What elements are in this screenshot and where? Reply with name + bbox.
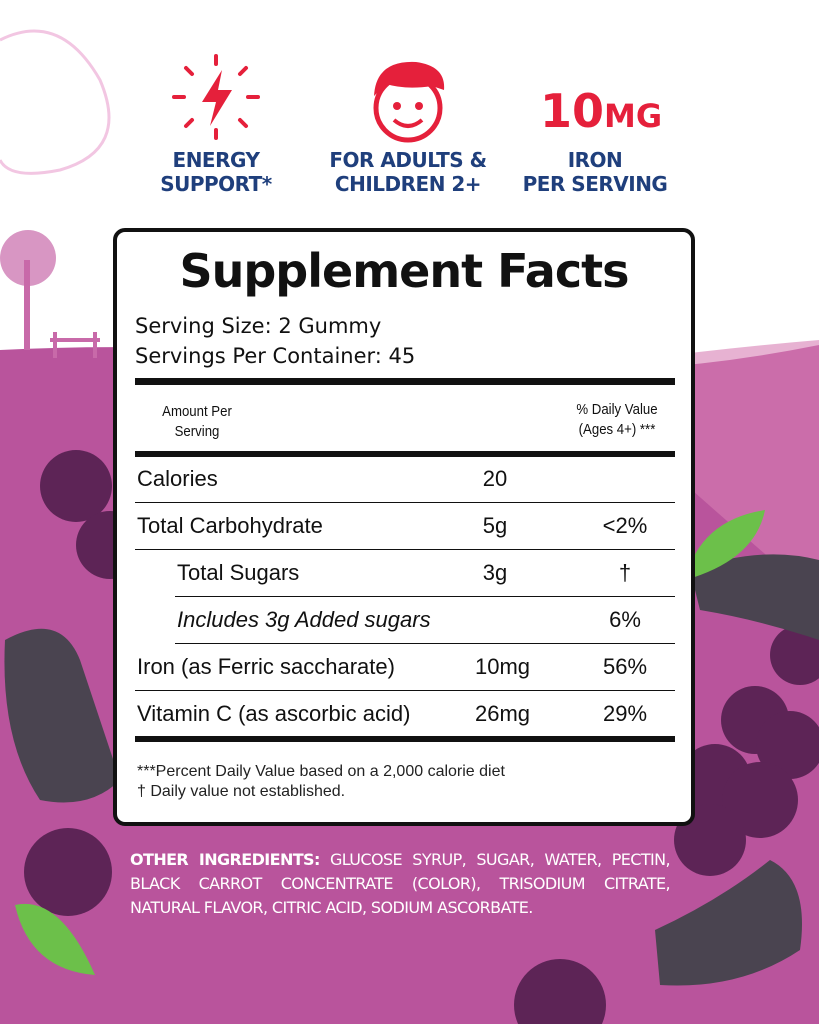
iron-amount: 10MG (540, 84, 663, 138)
ingredients-text: GLUCOSE SYRUP, SUGAR, WATER, PECTIN, BLA… (130, 850, 671, 917)
badge-adults-children: FOR ADULTS & CHILDREN 2+ (320, 148, 496, 196)
badge-line: IRON (567, 148, 623, 172)
nutrient-amount: 26mg (475, 701, 531, 726)
nutrient-name: Vitamin C (as ascorbic acid) (137, 701, 411, 726)
child-face-icon (366, 56, 450, 146)
grape-icon (24, 450, 819, 1024)
nutrient-dv: 6% (609, 607, 641, 632)
divider-thick (135, 378, 675, 385)
table-row: Includes 3g Added sugars 6% (175, 597, 675, 644)
nutrient-amount: 10mg (475, 654, 531, 679)
badge-line: SUPPORT* (160, 172, 272, 196)
nutrient-name: Total Carbohydrate (137, 513, 323, 538)
header-amount: Amount Per Serving (144, 402, 250, 442)
badge-line: CHILDREN 2+ (334, 172, 482, 196)
iron-unit: MG (604, 97, 663, 135)
header-line: (Ages 4+) *** (578, 421, 656, 438)
table-row: Total Sugars 3g † (175, 550, 675, 597)
table-row: Total Carbohydrate 5g <2% (135, 503, 675, 550)
nutrient-dv: † (618, 560, 632, 585)
bench-icon (50, 332, 100, 358)
leaf-icon (15, 510, 765, 975)
header-line: Serving (174, 423, 220, 440)
ingredients-label: OTHER INGREDIENTS: (130, 850, 320, 869)
nutrient-name: Includes 3g Added sugars (177, 607, 431, 632)
nutrient-name: Calories (137, 466, 218, 491)
nutrient-dv: <2% (602, 513, 648, 538)
divider-thick (135, 736, 675, 742)
other-ingredients: OTHER INGREDIENTS: GLUCOSE SYRUP, SUGAR,… (130, 848, 671, 920)
header-line: % Daily Value (576, 401, 658, 418)
tree-icon (0, 230, 56, 350)
header-line: Amount Per (162, 403, 232, 420)
supplement-facts-panel: Supplement Facts Serving Size: 2 Gummy S… (113, 228, 695, 826)
nutrient-amount: 3g (482, 560, 508, 585)
nutrient-amount: 5g (482, 513, 508, 538)
servings-per-container: Servings Per Container: 45 (135, 344, 416, 368)
table-row: Vitamin C (as ascorbic acid) 26mg 29% (135, 691, 675, 738)
badge-line: FOR ADULTS & (329, 148, 487, 172)
divider-thick (135, 451, 675, 457)
iron-number: 10 (540, 84, 605, 138)
nutrient-dv: 56% (602, 654, 648, 679)
panel-title: Supplement Facts (179, 244, 630, 298)
nutrient-dv: 29% (602, 701, 648, 726)
table-row: Calories 20 (135, 456, 675, 503)
table-row: Iron (as Ferric saccharate) 10mg 56% (135, 644, 675, 691)
nutrient-name: Total Sugars (177, 560, 300, 585)
gummy-icon (4, 554, 819, 986)
nutrient-amount: 20 (482, 466, 508, 491)
badge-line: ENERGY (172, 148, 260, 172)
lightning-bolt-icon (170, 52, 262, 142)
nutrient-name: Iron (as Ferric saccharate) (137, 654, 395, 679)
badge-iron-per-serving: IRON PER SERVING (520, 148, 670, 196)
serving-size: Serving Size: 2 Gummy (135, 314, 382, 338)
footnote-dagger: † Daily value not established. (137, 783, 346, 800)
badge-line: PER SERVING (522, 172, 668, 196)
footnote-daily-value: ***Percent Daily Value based on a 2,000 … (137, 763, 505, 780)
header-daily-value: % Daily Value (Ages 4+) *** (564, 400, 670, 440)
badge-energy-support: ENERGY SUPPORT* (150, 148, 282, 196)
